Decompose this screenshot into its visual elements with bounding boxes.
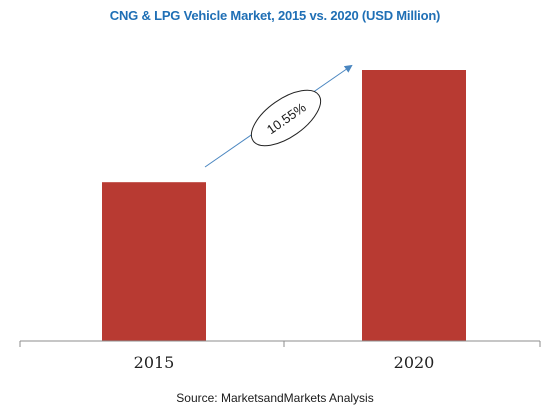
chart-title: CNG & LPG Vehicle Market, 2015 vs. 2020 … <box>109 8 441 23</box>
bar-2015 <box>102 182 206 341</box>
x-tick-label-2020: 2020 <box>394 353 435 372</box>
source-note: Source: MarketsandMarkets Analysis <box>176 391 374 405</box>
growth-rate-ellipse <box>250 89 322 147</box>
bar-2020 <box>362 70 466 341</box>
x-tick-label-2015: 2015 <box>134 353 175 372</box>
